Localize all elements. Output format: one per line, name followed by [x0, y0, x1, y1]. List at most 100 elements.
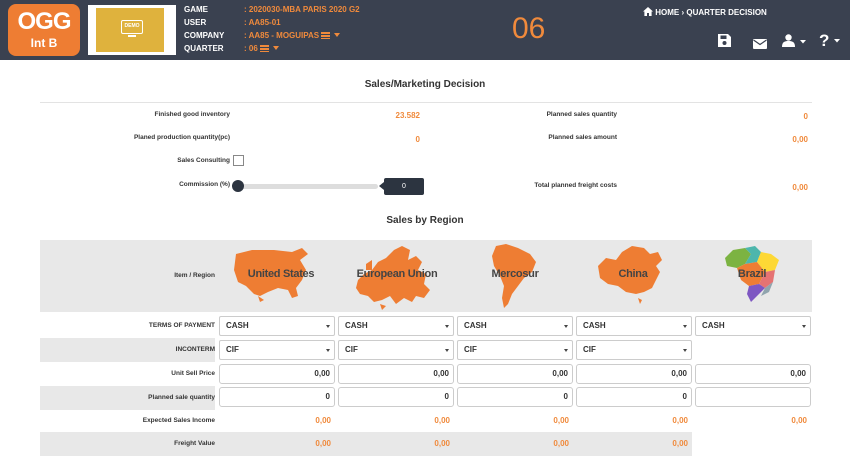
unit-price-input-china[interactable]: 0,00 [576, 364, 692, 384]
planned-qty-input-eu[interactable]: 0 [338, 387, 454, 407]
chevron-down-icon [683, 349, 687, 352]
unit-price-input-brazil[interactable]: 0,00 [695, 364, 811, 384]
sales-by-region-title: Sales by Region [386, 215, 464, 226]
app-logo[interactable]: OGG Int B [8, 4, 80, 56]
region-name-us: United States [247, 268, 315, 280]
terms-value-eu: CASH [345, 321, 368, 330]
chevron-down-icon [802, 325, 806, 328]
planned-qty-input-china[interactable]: 0 [576, 387, 692, 407]
region-name-china: China [618, 268, 648, 280]
terms-select-brazil[interactable]: CASH [695, 316, 811, 336]
region-china: China [574, 240, 692, 312]
game-label: GAME [184, 5, 208, 14]
expected-income-brazil: 0,00 [791, 416, 807, 425]
region-name-brazil: Brazil [737, 268, 767, 280]
total-freight-label: Total planned freight costs [534, 182, 617, 189]
help-icon[interactable]: ? [819, 31, 845, 53]
incoterm-label: INCONTERM [175, 346, 215, 353]
terms-value-china: CASH [583, 321, 606, 330]
chevron-down-icon [326, 349, 330, 352]
unit-price-input-mercosur[interactable]: 0,00 [457, 364, 573, 384]
terms-value-brazil: CASH [702, 321, 725, 330]
sales-consulting-checkbox[interactable] [233, 155, 244, 166]
unit-price-input-us[interactable]: 0,00 [219, 364, 335, 384]
user-value: : AA85-01 [244, 18, 281, 27]
freight-china: 0,00 [672, 439, 688, 448]
planned-sales-amount-label: Planned sales amount [548, 134, 617, 141]
breadcrumb-home[interactable]: HOME [655, 8, 680, 17]
quarter-label: QUARTER [184, 44, 224, 53]
planned-sale-qty-label: Planned sale quantity [148, 394, 215, 401]
finished-inventory-label: Finished good inventory [154, 111, 230, 118]
terms-select-china[interactable]: CASH [576, 316, 692, 336]
incoterm-select-mercosur[interactable]: CIF [457, 340, 573, 360]
commission-value-badge: 0 [379, 178, 424, 195]
incoterm-value-us: CIF [226, 345, 239, 354]
chevron-down-icon [326, 325, 330, 328]
save-icon[interactable] [718, 34, 731, 52]
sales-marketing-title: Sales/Marketing Decision [364, 79, 486, 90]
terms-value-us: CASH [226, 321, 249, 330]
quarter-selector[interactable]: : 06 [244, 44, 279, 53]
incoterm-value-eu: CIF [345, 345, 358, 354]
brazil-map [725, 246, 779, 302]
list-icon [321, 32, 331, 39]
monitor-stand [128, 35, 136, 37]
user-menu[interactable] [782, 34, 808, 52]
svg-text:?: ? [819, 32, 829, 48]
chevron-down-icon [334, 33, 341, 37]
mail-icon[interactable] [753, 36, 767, 54]
planned-qty-input-us[interactable]: 0 [219, 387, 335, 407]
region-header-row [40, 240, 812, 312]
monitor-icon: DEMO [121, 20, 143, 34]
commission-label: Commission (%) [179, 181, 230, 188]
expected-income-eu: 0,00 [434, 416, 450, 425]
logo-subtext: Int B [30, 36, 58, 50]
game-value: : 2020030-MBA PARIS 2020 G2 [244, 5, 360, 14]
planned-production-label: Planed production quantity(pc) [133, 134, 230, 141]
demo-badge: DEMO [96, 8, 164, 52]
home-icon[interactable] [643, 7, 655, 18]
us-map [234, 248, 308, 302]
chevron-down-icon [564, 325, 568, 328]
company-selector[interactable]: : AA85 - MOGUIPAS [244, 31, 341, 40]
expected-income-us: 0,00 [315, 416, 331, 425]
region-mercosur: Mercosur [456, 240, 574, 312]
planned-qty-input-mercosur[interactable]: 0 [457, 387, 573, 407]
finished-inventory-value: 23.582 [395, 111, 420, 120]
chevron-down-icon [272, 46, 279, 50]
terms-select-mercosur[interactable]: CASH [457, 316, 573, 336]
unit-price-input-eu[interactable]: 0,00 [338, 364, 454, 384]
planned-qty-input-brazil[interactable] [695, 387, 811, 407]
mercosur-map [492, 244, 536, 308]
region-brazil: Brazil [693, 240, 811, 312]
incoterm-label-band [40, 338, 215, 362]
terms-select-eu[interactable]: CASH [338, 316, 454, 336]
chevron-down-icon [564, 349, 568, 352]
top-bar: OGG Int B DEMO GAME USER COMPANY QUARTER… [0, 0, 850, 60]
demo-label: DEMO [124, 23, 140, 29]
freight-value-label: Freight Value [174, 440, 215, 447]
quarter-value: : 06 [244, 44, 258, 53]
region-name-eu: European Union [356, 268, 438, 280]
incoterm-select-us[interactable]: CIF [219, 340, 335, 360]
eu-map [356, 246, 430, 310]
planned-sales-qty-value: 0 [803, 112, 808, 121]
company-value: : AA85 - MOGUIPAS [244, 31, 320, 40]
commission-slider-handle[interactable] [232, 180, 244, 192]
region-name-mercosur: Mercosur [491, 268, 539, 280]
current-quarter-display: 06 [512, 12, 546, 45]
commission-slider-track[interactable] [238, 184, 378, 189]
region-us: United States [222, 240, 340, 312]
incoterm-select-china[interactable]: CIF [576, 340, 692, 360]
total-freight-value: 0,00 [792, 183, 808, 192]
terms-of-payment-label: TERMS OF PAYMENT [148, 322, 215, 329]
terms-select-us[interactable]: CASH [219, 316, 335, 336]
planned-qty-label-band [40, 386, 215, 410]
incoterm-select-eu[interactable]: CIF [338, 340, 454, 360]
chevron-down-icon [683, 325, 687, 328]
item-region-label: Item / Region [174, 272, 215, 279]
freight-mercosur: 0,00 [553, 439, 569, 448]
incoterm-value-china: CIF [583, 345, 596, 354]
breadcrumb-current: QUARTER DECISION [686, 8, 767, 17]
